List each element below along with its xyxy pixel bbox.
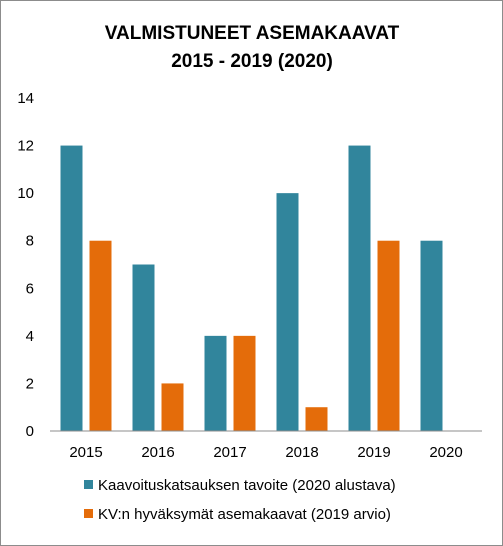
bars (60, 145, 443, 432)
x-tick-label: 2019 (357, 444, 390, 461)
bar-tavoite-2019 (348, 145, 371, 432)
bar-tavoite-2018 (276, 193, 299, 431)
chart-title: VALMISTUNEET ASEMAKAAVAT (105, 23, 400, 44)
legend-label: KV:n hyväksymät asemakaavat (2019 arvio) (98, 506, 391, 523)
legend-swatch (84, 509, 93, 518)
bar-tavoite-2016 (132, 264, 155, 431)
y-tick-label: 10 (17, 185, 34, 202)
chart-subtitle: 2015 - 2019 (2020) (171, 51, 333, 72)
bar-kv-2015 (89, 240, 112, 431)
y-tick-label: 6 (26, 280, 34, 297)
x-tick-label: 2020 (429, 444, 462, 461)
x-tick-label: 2015 (69, 444, 102, 461)
bar-kv-2016 (161, 383, 184, 431)
bar-tavoite-2020 (420, 240, 443, 431)
bar-kv-2019 (377, 240, 400, 431)
y-tick-label: 2 (26, 375, 34, 392)
y-tick-label: 14 (17, 90, 34, 107)
y-tick-label: 4 (26, 328, 34, 345)
x-axis: 2015 2016 2017 2018 2019 2020 (69, 444, 462, 461)
y-tick-label: 8 (26, 233, 34, 250)
legend: Kaavoituskatsauksen tavoite (2020 alusta… (84, 477, 396, 523)
bar-tavoite-2015 (60, 145, 83, 432)
x-tick-label: 2016 (141, 444, 174, 461)
y-tick-label: 0 (26, 423, 34, 440)
bar-kv-2017 (233, 335, 256, 431)
bar-kv-2018 (305, 407, 328, 431)
bar-tavoite-2017 (204, 335, 227, 431)
legend-swatch (84, 480, 93, 489)
y-axis: 0 2 4 6 8 10 12 14 (17, 90, 34, 440)
legend-label: Kaavoituskatsauksen tavoite (2020 alusta… (98, 477, 396, 494)
x-tick-label: 2018 (285, 444, 318, 461)
x-tick-label: 2017 (213, 444, 246, 461)
y-tick-label: 12 (17, 138, 34, 155)
